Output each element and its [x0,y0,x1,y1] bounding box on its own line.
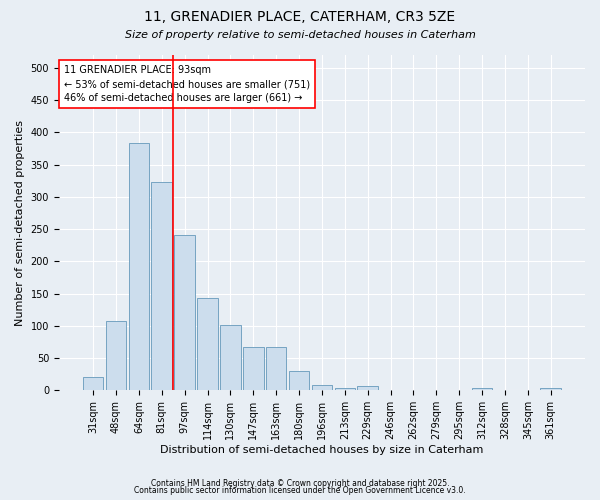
Bar [311,384,332,390]
Text: Size of property relative to semi-detached houses in Caterham: Size of property relative to semi-detach… [125,30,475,40]
Bar [358,386,378,390]
Bar [472,388,493,390]
Bar [83,378,103,390]
X-axis label: Distribution of semi-detached houses by size in Caterham: Distribution of semi-detached houses by … [160,445,484,455]
Bar [128,144,149,390]
Y-axis label: Number of semi-detached properties: Number of semi-detached properties [15,120,25,326]
Bar [197,298,218,390]
Bar [243,347,263,391]
Bar [335,388,355,390]
Text: Contains public sector information licensed under the Open Government Licence v3: Contains public sector information licen… [134,486,466,495]
Bar [175,235,195,390]
Bar [266,347,286,391]
Text: Contains HM Land Registry data © Crown copyright and database right 2025.: Contains HM Land Registry data © Crown c… [151,478,449,488]
Bar [289,371,310,390]
Text: 11, GRENADIER PLACE, CATERHAM, CR3 5ZE: 11, GRENADIER PLACE, CATERHAM, CR3 5ZE [145,10,455,24]
Bar [220,324,241,390]
Bar [541,388,561,390]
Bar [106,322,126,390]
Bar [151,182,172,390]
Text: 11 GRENADIER PLACE: 93sqm
← 53% of semi-detached houses are smaller (751)
46% of: 11 GRENADIER PLACE: 93sqm ← 53% of semi-… [64,65,310,103]
